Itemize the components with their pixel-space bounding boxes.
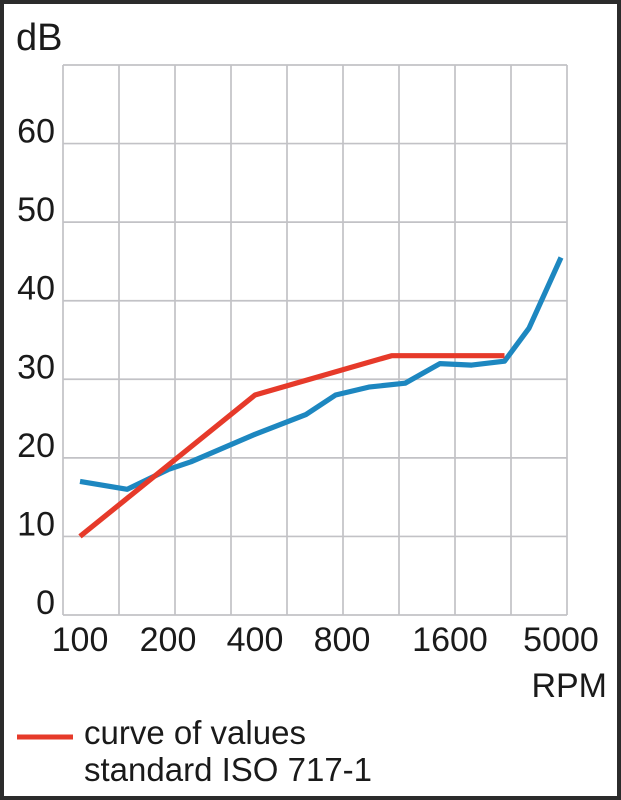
legend-label-line1: curve of values: [84, 714, 306, 751]
x-tick-label: 100: [52, 621, 109, 659]
y-tick-label: 40: [17, 270, 55, 308]
x-axis-tick-labels: 100 200 400 800 1600 5000: [52, 621, 599, 659]
x-tick-label: 5000: [523, 621, 599, 659]
iso-717-1-reference-curve: [78, 353, 505, 539]
legend: curve of values standard ISO 717-1: [17, 714, 372, 788]
y-tick-label: 60: [17, 113, 55, 151]
y-tick-label: 20: [17, 427, 55, 465]
grid-lines: [62, 64, 568, 616]
measured-values-curve: [79, 256, 564, 492]
y-tick-label: 30: [17, 348, 55, 386]
x-axis-unit-label: RPM: [531, 667, 607, 705]
x-tick-label: 200: [140, 621, 197, 659]
y-axis-unit-label: dB: [16, 17, 62, 59]
x-tick-label: 800: [314, 621, 371, 659]
x-tick-label: 1600: [412, 621, 488, 659]
y-axis-tick-labels: 0 10 20 30 40 50 60: [17, 113, 55, 622]
legend-label-line2: standard ISO 717-1: [84, 751, 372, 788]
data-curves: [78, 256, 564, 539]
x-tick-label: 400: [227, 621, 284, 659]
y-tick-label: 10: [17, 505, 55, 543]
y-tick-label: 50: [17, 191, 55, 229]
y-tick-label: 0: [36, 584, 55, 622]
